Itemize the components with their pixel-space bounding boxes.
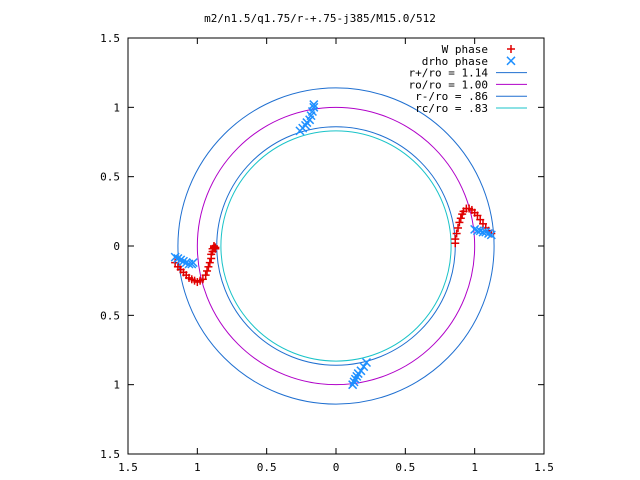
w-phase-point — [211, 244, 220, 253]
legend-label: r-/ro = .86 — [415, 90, 488, 103]
drho-phase-point — [472, 226, 482, 236]
circle-1-14 — [177, 87, 495, 405]
circle-0-83 — [220, 130, 452, 362]
chart-title: m2/n1.5/q1.75/r-+.75-j385/M15.0/512 — [204, 12, 436, 25]
x-tick-label: 0 — [333, 461, 340, 474]
cross-b — [484, 228, 494, 239]
cross-b — [506, 56, 516, 66]
cross-b — [481, 227, 491, 237]
x-tick-label: 1.5 — [534, 461, 554, 474]
cross-b — [348, 380, 358, 390]
drho-phase-point — [359, 362, 369, 372]
drho-phase-point — [309, 100, 319, 110]
drho-phase-point — [181, 258, 191, 268]
circle-0-86 — [216, 126, 456, 366]
drho-phase-point — [352, 371, 362, 381]
drho-phase-point — [188, 258, 198, 268]
x-tick-label: 0.5 — [395, 461, 415, 474]
cross-b — [309, 102, 319, 112]
cross-b — [181, 258, 191, 268]
circle-1 — [196, 106, 476, 386]
drho-phase-point — [348, 380, 358, 390]
drho-phase-point — [350, 374, 360, 384]
y-tick-label: 0.5 — [100, 171, 120, 184]
drho-phase-point — [349, 377, 359, 387]
y-tick-label: 1.5 — [100, 448, 120, 461]
cross-b — [170, 252, 180, 262]
cross-b — [178, 256, 188, 266]
cross-b — [309, 100, 319, 110]
legend-label: r+/ro = 1.14 — [409, 67, 489, 80]
cross-b — [359, 362, 369, 372]
x-tick-label: 0.5 — [257, 461, 277, 474]
w-phase-point — [452, 229, 461, 238]
drho-phase-point — [478, 227, 488, 237]
w-phase-point — [478, 219, 487, 228]
axis-ticks: 1.5 1 0.5 0 0.5 1 1.51.510.500.511.5 — [100, 32, 554, 474]
drho-phase-point — [486, 230, 496, 240]
reference-circles — [177, 87, 495, 405]
y-tick-label: 1 — [113, 379, 120, 392]
legend-label: drho phase — [422, 55, 488, 68]
legend-label: rc/ro = .83 — [415, 102, 488, 115]
drho-phase-point — [300, 120, 311, 130]
data-series — [170, 100, 496, 390]
legend-marker — [507, 45, 515, 53]
cross-b — [486, 230, 496, 240]
y-tick-label: 0 — [113, 240, 120, 253]
drho-phase-point — [356, 366, 366, 376]
x-tick-label: 1 — [471, 461, 478, 474]
series-w-phase — [171, 204, 496, 287]
x-tick-label: 1 — [194, 461, 201, 474]
drho-phase-point — [475, 226, 485, 236]
cross-b — [176, 255, 186, 265]
series-drho-phase — [170, 100, 496, 390]
w-phase-point — [198, 275, 207, 284]
drho-phase-point — [484, 228, 494, 239]
cross-b — [470, 224, 480, 234]
x-tick-label: 1.5 — [118, 461, 138, 474]
drho-phase-point — [481, 227, 491, 237]
w-phase-point — [473, 211, 482, 220]
w-phase-point — [204, 262, 213, 271]
drho-phase-point — [361, 357, 372, 368]
cross-b — [475, 226, 485, 236]
drho-phase-point — [170, 252, 180, 262]
cross-b — [352, 371, 362, 381]
y-tick-label: 1.5 — [100, 32, 120, 45]
cross-b — [478, 227, 488, 237]
w-phase-point — [205, 258, 214, 267]
cross-b — [350, 374, 360, 384]
legend-label: ro/ro = 1.00 — [409, 78, 488, 91]
cross-b — [188, 258, 198, 268]
cross-b — [356, 366, 366, 376]
w-phase-point — [201, 271, 210, 280]
legend-marker — [506, 56, 516, 66]
w-phase-point — [451, 235, 460, 244]
legend-label: W phase — [442, 43, 488, 56]
drho-phase-point — [470, 224, 480, 234]
cross-b — [300, 120, 311, 130]
cross-b — [472, 226, 482, 236]
drho-phase-point — [176, 255, 186, 265]
y-tick-label: 1 — [113, 101, 120, 114]
w-phase-point — [455, 218, 464, 227]
w-phase-point — [454, 223, 463, 232]
w-phase-point — [456, 214, 465, 223]
drho-phase-point — [178, 256, 188, 266]
cross-b — [173, 253, 183, 264]
cross-b — [361, 357, 372, 368]
drho-phase-point — [309, 102, 319, 112]
cross-b — [349, 377, 359, 387]
y-tick-label: 0.5 — [100, 309, 120, 322]
drho-phase-point — [173, 253, 183, 264]
w-phase-point — [476, 215, 485, 224]
w-phase-point — [203, 266, 212, 275]
